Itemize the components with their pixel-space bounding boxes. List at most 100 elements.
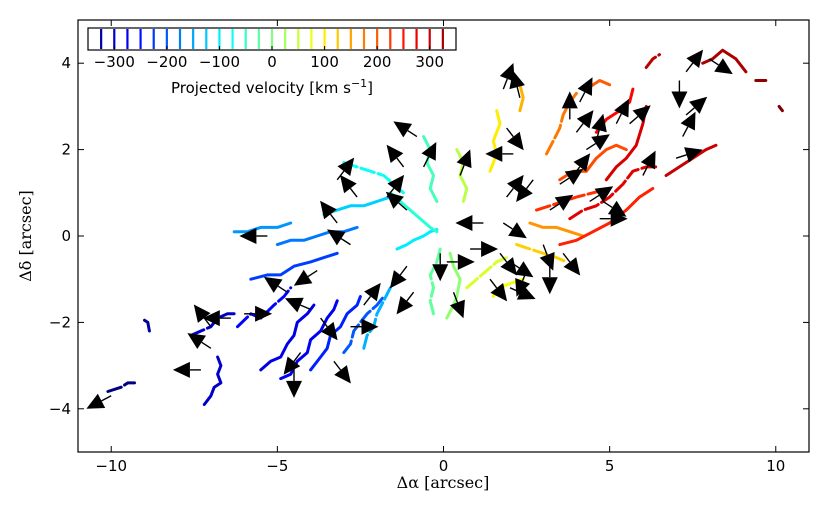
motion-arrow-1 (187, 333, 212, 349)
velocity-contour-13 (322, 195, 392, 216)
motion-arrow-30 (456, 149, 472, 176)
velocity-contour-4 (259, 303, 316, 372)
arrow-head (671, 91, 688, 109)
arrow-head (614, 98, 630, 118)
motion-arrow-63 (685, 49, 704, 73)
colorbar-label: Projected velocity [km s−1] (171, 77, 373, 97)
arrow-head (202, 310, 220, 327)
motion-arrow-59 (675, 147, 703, 163)
y-tick-label: 0 (61, 227, 71, 245)
arrow-head (389, 270, 407, 289)
colorbar-tick-label: 200 (363, 53, 392, 71)
arrow-head (387, 174, 405, 194)
arrow-head (539, 252, 555, 271)
x-tick-label: 10 (766, 457, 785, 475)
arrow-head (421, 142, 437, 161)
arrow-shaft (452, 291, 459, 303)
y-tick-label: −2 (49, 313, 71, 331)
motion-arrow-16 (239, 228, 268, 244)
arrow-head (337, 157, 355, 176)
motion-arrow-53 (577, 77, 593, 103)
motion-arrow-37 (509, 261, 534, 278)
arrow-shaft (399, 265, 408, 276)
arrow-shaft (363, 295, 372, 306)
arrow-shaft (685, 107, 695, 116)
velocity-contour-36 (644, 53, 661, 69)
arrow-head (640, 150, 656, 170)
arrow-shaft (708, 58, 719, 66)
motion-arrow-55 (591, 113, 607, 142)
arrow-shaft (502, 78, 508, 90)
arrow-head (385, 191, 404, 209)
arrow-shaft (579, 91, 586, 103)
arrow-shaft (602, 200, 613, 208)
y-tick-label: 4 (61, 54, 71, 72)
motion-arrow-58 (640, 150, 656, 176)
arrow-shaft (559, 177, 570, 185)
velocity-contour-31 (558, 187, 655, 247)
velocity-contour-18 (428, 247, 442, 316)
velocity-contour-9 (342, 295, 386, 355)
arrow-shaft (589, 194, 600, 202)
colorbar-tick-label: −200 (146, 53, 187, 71)
arrow-head (564, 168, 584, 185)
velocity-contour-21 (465, 256, 509, 290)
motion-arrow-62 (671, 80, 688, 109)
arrow-head (172, 361, 190, 378)
motion-arrow-34 (499, 252, 518, 276)
arrow-head (516, 284, 536, 300)
arrow-head (680, 111, 696, 131)
motion-arrow-54 (586, 134, 610, 151)
arrow-shaft (506, 127, 514, 138)
motion-arrow-17 (320, 200, 338, 224)
arrow-shaft (562, 252, 571, 263)
motion-arrow-31 (470, 241, 499, 257)
arrow-head (577, 77, 593, 96)
motion-arrow-44 (539, 244, 555, 271)
motion-arrow-39 (506, 127, 524, 151)
motion-arrow-56 (614, 98, 630, 125)
arrow-shaft (300, 304, 311, 311)
arrow-head (320, 321, 338, 341)
arrow-head (563, 257, 581, 276)
arrow-head (263, 276, 283, 293)
x-axis-label: Δα [arcsec] (397, 473, 490, 492)
velocity-contour-37 (701, 48, 748, 74)
motion-arrow-5 (244, 305, 273, 322)
arrow-head (86, 393, 106, 409)
motion-arrow-26 (421, 142, 437, 168)
x-tick-label: 5 (605, 457, 615, 475)
motion-arrow-61 (685, 96, 708, 116)
arrow-shaft (642, 165, 649, 176)
arrow-head (689, 96, 708, 114)
arrow-head (561, 91, 578, 109)
arrow-head (255, 305, 273, 322)
motion-arrow-11 (320, 317, 338, 341)
arrow-shaft (101, 395, 112, 402)
arrow-shaft (509, 287, 521, 293)
motion-arrow-38 (485, 145, 514, 162)
motion-arrow-42 (516, 179, 534, 202)
arrow-shaft (525, 179, 534, 190)
plot-area (86, 48, 784, 409)
colorbar-label-exponent: −1 (351, 77, 367, 90)
colorbar-tick-label: −300 (94, 53, 135, 71)
motion-arrow-65 (599, 210, 628, 227)
motion-arrow-14 (363, 282, 381, 306)
velocity-contour-0 (106, 381, 136, 393)
arrow-head (499, 63, 515, 82)
motion-arrow-3 (193, 304, 212, 328)
arrow-shaft (549, 203, 560, 211)
arrow-head (576, 110, 594, 129)
motion-arrow-8 (283, 352, 302, 375)
motion-arrow-4 (202, 310, 231, 327)
arrow-head (714, 58, 733, 75)
arrow-shaft (502, 222, 513, 230)
arrow-shaft (293, 352, 302, 362)
velocity-contour-14 (395, 228, 439, 251)
arrow-shaft (586, 143, 596, 151)
arrow-head (591, 134, 610, 151)
motion-arrow-25 (393, 121, 418, 138)
